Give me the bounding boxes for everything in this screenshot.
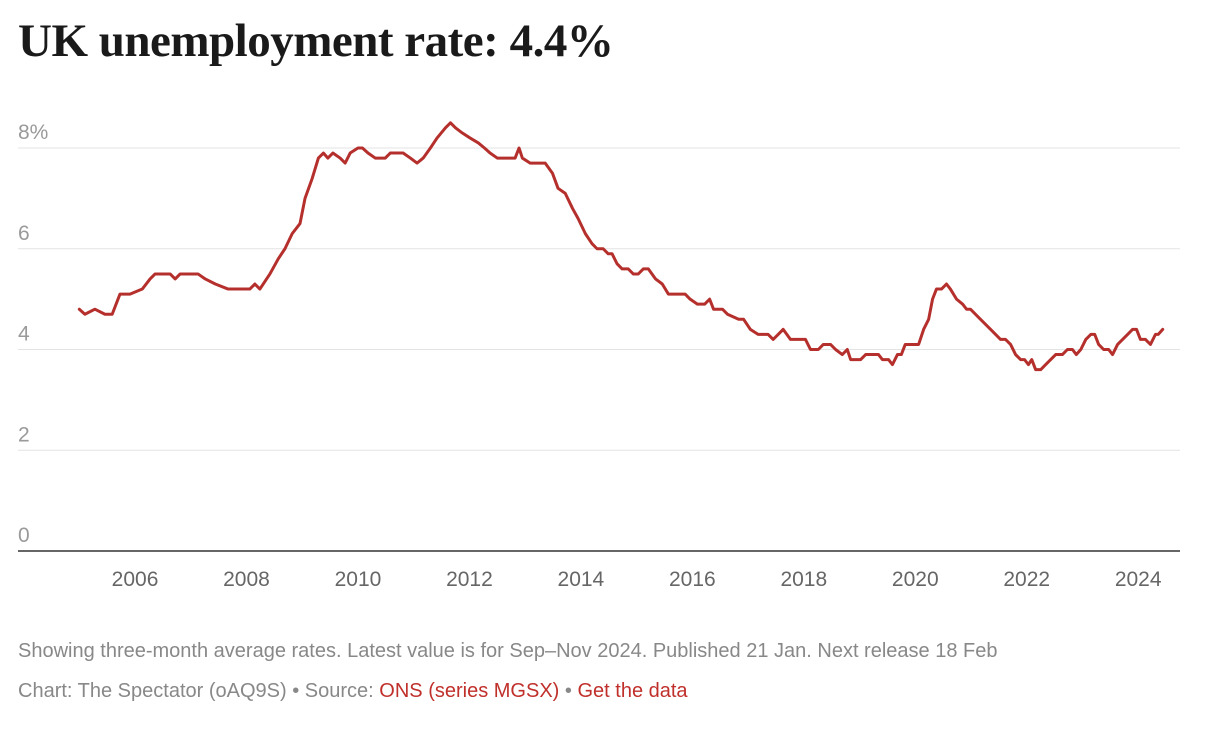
footer: Chart: The Spectator (oAQ9S) • Source: O… [18,680,688,703]
chart: 0 2 4 6 8% 2006 2008 2010 2012 2014 2016 2018 2020 20… [18,121,1180,591]
chart-title: UK unemployment rate: 4.4% [18,15,614,67]
data-line [77,121,1165,372]
x-tick-label: 2008 [223,568,270,591]
x-tick-label: 2020 [892,568,939,591]
x-tick-label: 2016 [669,568,716,591]
x-tick-label: 2010 [335,568,382,591]
separator: • [564,680,572,702]
notes: Showing three-month average rates. Lates… [18,640,998,662]
x-tick-label: 2012 [446,568,493,591]
y-tick-label: 2 [18,423,30,446]
y-tick-label: 6 [18,222,30,245]
x-tick-label: 2022 [1003,568,1050,591]
source-label: Source: [304,680,374,702]
x-tick-label: 2024 [1115,568,1162,591]
separator: • [292,680,300,702]
source-link[interactable]: ONS (series MGSX) [379,680,560,702]
y-tick-label: 8% [18,121,48,144]
data-link[interactable]: Get the data [577,680,688,702]
y-tick-label: 4 [18,323,30,346]
x-tick-label: 2014 [558,568,605,591]
x-tick-label: 2018 [780,568,827,591]
credit: Chart: The Spectator (oAQ9S) [18,680,287,702]
x-tick-label: 2006 [112,568,159,591]
y-tick-label: 0 [18,524,30,547]
